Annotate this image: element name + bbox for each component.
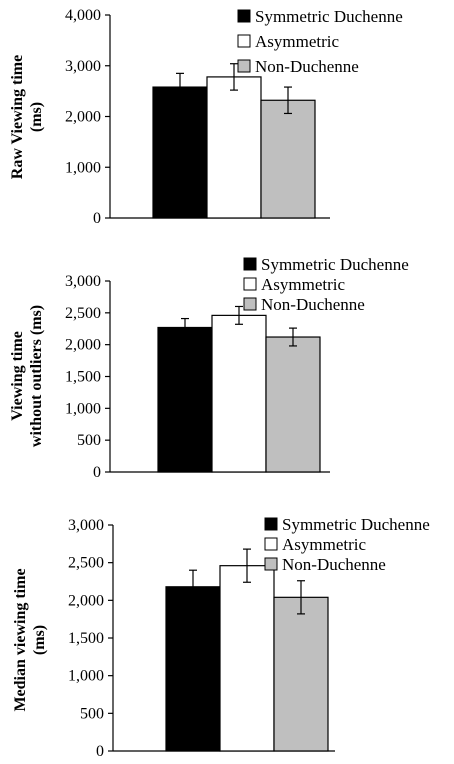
legend-label-3: Non-Duchenne [282,555,386,574]
legend-label-2: Asymmetric [261,275,345,294]
y-tick-label: 0 [93,210,101,227]
legend-swatch-3 [237,59,251,73]
legend-label-2: Asymmetric [282,535,366,554]
bar-3 [273,596,329,752]
legend-swatch-1 [243,257,257,271]
legend-swatch-3 [264,557,278,571]
y-tick-label: 0 [96,743,104,760]
y-tick-label: 2,500 [68,555,104,572]
y-axis-label-line: without outliers (ms) [28,305,45,447]
y-tick-label: 2,500 [65,305,101,322]
bar-3 [265,336,321,473]
bar-1 [157,326,213,473]
y-axis-label-line: Median viewing time [12,568,29,711]
legend-swatch-2 [237,34,251,48]
legend-label-3: Non-Duchenne [261,295,365,314]
bar-2 [206,76,262,219]
y-tick-label: 1,500 [68,630,104,647]
legend-swatch-2 [264,537,278,551]
y-tick-label: 1,500 [65,369,101,386]
chart-3: 0 500 1,000 1,500 2,000 2,500 3,000 Median view… [12,515,430,760]
chart-1: 0 1,000 2,000 3,000 4,000 Raw Viewing time (ms… [9,7,403,227]
y-axis-label: Median viewing time (ms) [12,568,48,711]
y-tick-label: 3,000 [68,517,104,534]
y-tick-label: 500 [77,432,101,449]
bar-2 [211,314,267,473]
y-tick-label: 1,000 [65,400,101,417]
legend-label-2: Asymmetric [255,32,339,51]
y-tick-label: 4,000 [65,7,101,24]
y-axis-label: Raw Viewing time (ms) [9,55,45,179]
y-tick-label: 3,000 [65,273,101,290]
y-axis-label-line: (ms) [28,102,45,132]
y-tick-label: 2,000 [65,109,101,126]
y-tick-label: 0 [93,464,101,481]
bar-2 [219,565,275,752]
y-tick-label: 2,000 [65,337,101,354]
legend-swatch-1 [237,9,251,23]
y-axis-label-line: Raw Viewing time [9,55,26,179]
y-tick-label: 2,000 [68,592,104,609]
y-axis-label: Viewing time without outliers (ms) [9,305,45,447]
y-tick-label: 1,000 [65,159,101,176]
y-axis-label-line: Viewing time [9,331,26,421]
chart-2: 0 500 1,000 1,500 2,000 2,500 3,000 Viewing tim… [9,255,409,481]
legend-label-1: Symmetric Duchenne [282,515,430,534]
legend-swatch-1 [264,517,278,531]
y-tick-label: 3,000 [65,58,101,75]
legend-label-3: Non-Duchenne [255,57,359,76]
y-axis-label-line: (ms) [31,625,48,655]
legend-swatch-3 [243,297,257,311]
legend-swatch-2 [243,277,257,291]
y-tick-label: 1,000 [68,668,104,685]
bar-1 [165,586,221,752]
bar-3 [260,99,316,219]
bar-1 [152,86,208,219]
y-tick-label: 500 [80,705,104,722]
legend-label-1: Symmetric Duchenne [261,255,409,274]
legend-label-1: Symmetric Duchenne [255,7,403,26]
